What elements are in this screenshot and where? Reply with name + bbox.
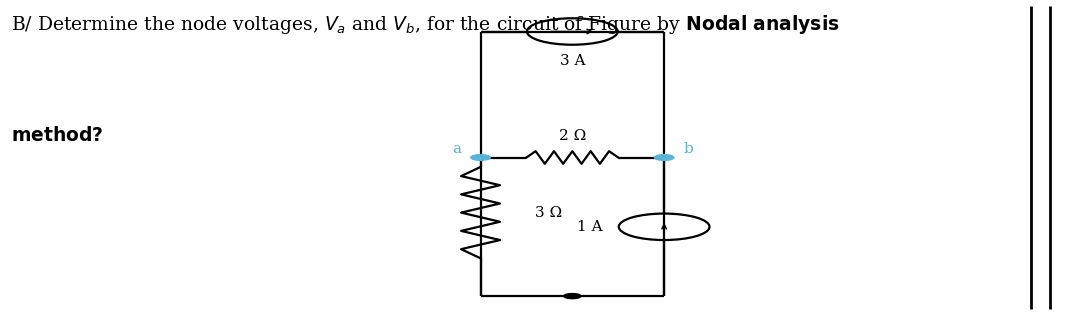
Text: 3 Ω: 3 Ω <box>535 206 562 220</box>
Text: 1 A: 1 A <box>577 220 603 234</box>
Text: $\bf{method?}$: $\bf{method?}$ <box>11 126 104 145</box>
Text: b: b <box>684 142 693 156</box>
Text: a: a <box>453 142 461 156</box>
Circle shape <box>564 294 581 299</box>
Text: 2 Ω: 2 Ω <box>558 129 586 143</box>
Text: B/ Determine the node voltages, $V_a$ and $V_b$, for the circuit of Figure by $\: B/ Determine the node voltages, $V_a$ an… <box>11 13 839 36</box>
Circle shape <box>654 155 674 160</box>
Circle shape <box>471 155 490 160</box>
Text: 3 A: 3 A <box>559 54 585 68</box>
